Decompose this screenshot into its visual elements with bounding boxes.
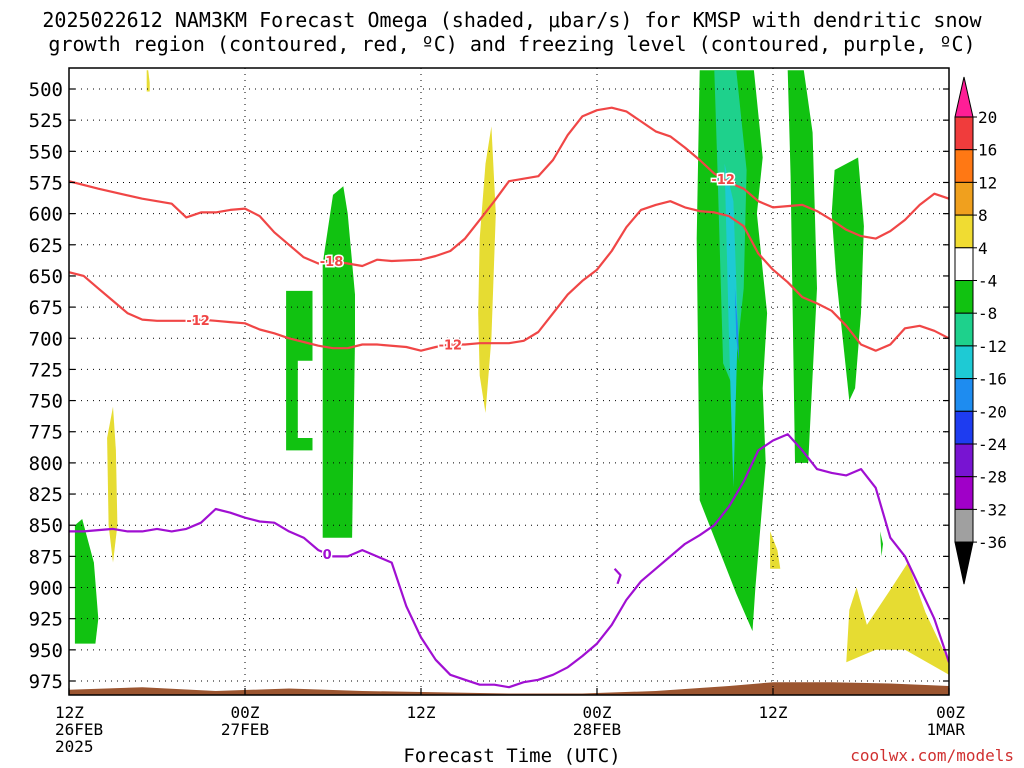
y-tick-label-650: 650 bbox=[29, 266, 63, 288]
colorbar-label-4: 4 bbox=[978, 239, 988, 258]
colorbar-label-5: -4 bbox=[978, 272, 997, 291]
colorbar-swatch-9 bbox=[954, 378, 974, 412]
y-tick-label-950: 950 bbox=[29, 640, 63, 662]
x-axis-title: Forecast Time (UTC) bbox=[403, 745, 621, 767]
colorbar-label-1: 16 bbox=[978, 141, 997, 160]
colorbar-swatch-10 bbox=[954, 410, 974, 445]
y-tick-label-975: 975 bbox=[29, 671, 63, 693]
colorbar-swatch-5 bbox=[954, 247, 974, 282]
x-tick-label-12-1: 27FEB bbox=[221, 720, 269, 739]
x-tick-label-60-1: 1MAR bbox=[926, 720, 965, 739]
omega-region-10 bbox=[724, 163, 738, 488]
colorbar-label-8: -16 bbox=[978, 370, 1007, 389]
y-tick-label-725: 725 bbox=[29, 359, 63, 381]
x-tick-label-48-0: 12Z bbox=[759, 703, 788, 722]
colorbar-swatch-7 bbox=[954, 312, 974, 347]
site-credit: coolwx.com/models bbox=[850, 746, 1014, 765]
y-tick-label-875: 875 bbox=[29, 546, 63, 568]
colorbar-swatch-8 bbox=[954, 345, 974, 380]
y-tick-label-500: 500 bbox=[29, 79, 63, 101]
omega-region-8 bbox=[831, 157, 864, 401]
omega-region-14 bbox=[880, 531, 883, 557]
y-tick-label-550: 550 bbox=[29, 141, 63, 163]
omega-region-11 bbox=[734, 288, 740, 364]
colorbar-bottom-arrow bbox=[954, 541, 974, 585]
x-tick-label-0-2: 2025 bbox=[55, 737, 94, 756]
x-tick-label-12-0: 00Z bbox=[231, 703, 260, 722]
y-tick-label-525: 525 bbox=[29, 110, 63, 132]
colorbar-label-9: -20 bbox=[978, 402, 1007, 421]
contour-label-a: -18 bbox=[320, 255, 344, 270]
colorbar-swatch-4 bbox=[954, 214, 974, 249]
contour-label-layer: -18 -12 -12 -12 0 bbox=[185, 171, 737, 564]
colorbar-label-7: -12 bbox=[978, 337, 1007, 356]
colorbar-label-13: -36 bbox=[978, 533, 1007, 552]
colorbar-swatch-12 bbox=[954, 476, 974, 510]
colorbar-swatch-11 bbox=[954, 443, 974, 478]
y-tick-label-700: 700 bbox=[29, 328, 63, 350]
omega-region-2 bbox=[107, 406, 118, 563]
colorbar-label-2: 12 bbox=[978, 173, 997, 192]
terrain-area bbox=[69, 682, 949, 695]
omega-region-12 bbox=[770, 531, 781, 569]
plot-frame bbox=[68, 67, 950, 696]
colorbar-label-3: 8 bbox=[978, 206, 988, 225]
y-tick-label-750: 750 bbox=[29, 391, 63, 413]
omega-shading-layer bbox=[74, 70, 949, 675]
y-tick-label-675: 675 bbox=[29, 297, 63, 319]
colorbar-label-6: -8 bbox=[978, 304, 997, 323]
colorbar-label-10: -24 bbox=[978, 435, 1007, 454]
colorbar-swatch-2 bbox=[954, 149, 974, 183]
x-tick-label-60-0: 00Z bbox=[936, 703, 965, 722]
omega-region-7 bbox=[787, 70, 817, 463]
y-tick-label-900: 900 bbox=[29, 578, 63, 600]
y-tick-label-625: 625 bbox=[29, 235, 63, 257]
contour-label-e: 0 bbox=[323, 548, 332, 563]
x-tick-label-0-0: 12Z bbox=[55, 703, 84, 722]
omega-region-3 bbox=[286, 290, 313, 451]
x-tick-label-0-1: 26FEB bbox=[55, 720, 103, 739]
omega-region-0 bbox=[146, 70, 150, 92]
contour-segment-3 bbox=[613, 568, 622, 585]
colorbar-label-12: -32 bbox=[978, 500, 1007, 519]
y-tick-label-825: 825 bbox=[29, 484, 63, 506]
colorbar-swatch-1 bbox=[954, 116, 974, 151]
x-tick-label-36-1: 28FEB bbox=[573, 720, 621, 739]
colorbar-swatch-3 bbox=[954, 181, 974, 216]
contour--12-1 bbox=[69, 200, 949, 352]
contour--18-0 bbox=[69, 106, 949, 268]
y-tick-label-925: 925 bbox=[29, 609, 63, 631]
omega-region-5 bbox=[478, 126, 496, 414]
y-tick-label-800: 800 bbox=[29, 453, 63, 475]
omega-region-1 bbox=[74, 519, 99, 644]
colorbar-top-arrow bbox=[954, 76, 974, 118]
x-tick-label-24-0: 12Z bbox=[407, 703, 436, 722]
colorbar-swatch-13 bbox=[954, 508, 974, 543]
colorbar-legend: 20 16 12 8 4 -4 -8 -12 -16 -20 -24 -28 -32 -36 bbox=[954, 76, 1007, 585]
contour-label-d: -12 bbox=[711, 173, 735, 188]
chart-title-line-1: 2025022612 NAM3KM Forecast Omega (shaded… bbox=[42, 8, 982, 32]
colorbar-swatch-6 bbox=[954, 280, 974, 314]
y-tick-label-850: 850 bbox=[29, 515, 63, 537]
y-tick-label-600: 600 bbox=[29, 204, 63, 226]
contour-0-2 bbox=[69, 433, 949, 689]
colorbar-label-11: -28 bbox=[978, 468, 1007, 487]
y-axis: 500 525 550 575 600 625 650 675 700 725 750 775 800 8… bbox=[29, 79, 949, 693]
grid-layer bbox=[69, 68, 949, 695]
y-tick-label-775: 775 bbox=[29, 422, 63, 444]
terrain-layer bbox=[69, 682, 949, 695]
y-tick-label-575: 575 bbox=[29, 172, 63, 194]
omega-region-4 bbox=[322, 186, 355, 538]
colorbar-label-0: 20 bbox=[978, 108, 997, 127]
x-tick-label-36-0: 00Z bbox=[583, 703, 612, 722]
contour-label-b: -12 bbox=[186, 314, 210, 329]
contour-layer bbox=[69, 106, 949, 689]
chart-title-line-2: growth region (contoured, red, ºC) and f… bbox=[48, 32, 976, 56]
contour-label-c: -12 bbox=[439, 338, 463, 353]
